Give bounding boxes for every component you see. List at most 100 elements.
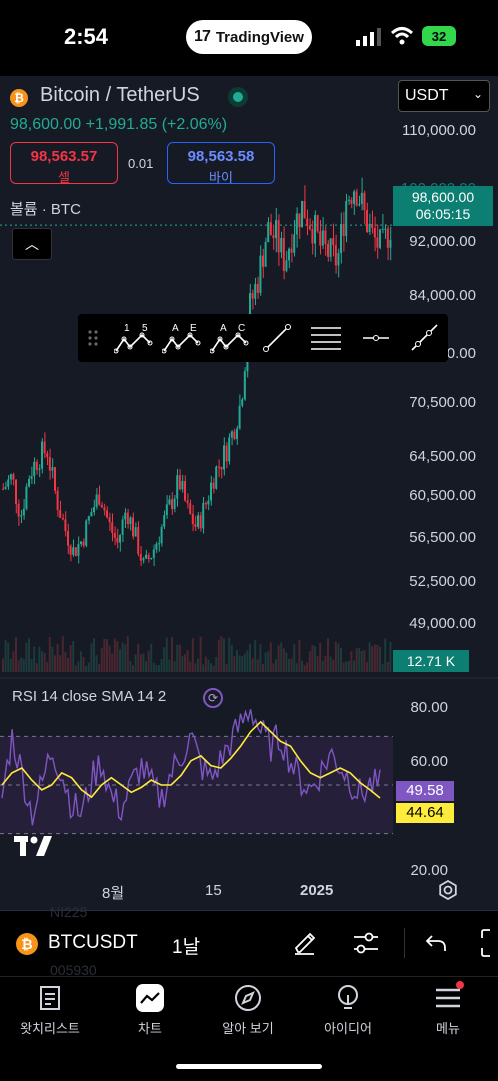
time-tick: 15 (205, 882, 222, 899)
volume-bar (259, 644, 262, 672)
settings-icon[interactable] (438, 880, 458, 900)
candle-body (132, 517, 134, 537)
sell-label: 셀 (58, 170, 70, 185)
tool-label: A (220, 323, 227, 334)
volume-bar (295, 663, 298, 672)
chart-svg[interactable] (0, 76, 498, 910)
volume-bar (77, 661, 80, 672)
volume-bar (163, 647, 166, 672)
undo-icon[interactable] (424, 932, 448, 954)
collapse-legend-button[interactable]: ︿ (12, 228, 52, 260)
elliott-impulse-tool[interactable]: 1 5 (112, 314, 156, 362)
volume-bar (176, 644, 179, 672)
candle-body (178, 475, 181, 490)
volume-bar (368, 642, 371, 672)
elliott-correction-icon: A E (162, 323, 201, 354)
candle-body (314, 215, 316, 244)
candle-body (303, 200, 306, 219)
candle-body (238, 405, 241, 429)
interval-selector[interactable]: 1날 (172, 937, 201, 958)
horizontal-line-icon (363, 335, 389, 341)
drag-handle-icon[interactable] (82, 314, 104, 362)
fib-retracement-icon (311, 327, 341, 350)
sell-button[interactable]: 98,563.57 셀 (10, 142, 118, 185)
candle-body (191, 513, 194, 524)
buy-button[interactable]: 98,563.58 바이 (167, 142, 275, 185)
volume-bar (379, 646, 381, 672)
candle-body (2, 488, 4, 490)
candle-body (199, 515, 202, 529)
volume-bar (371, 646, 374, 672)
candle-body (366, 210, 368, 232)
pair-title[interactable]: Bitcoin / TetherUS (40, 84, 200, 106)
candle-body (87, 516, 90, 521)
volume-bar (95, 655, 98, 672)
drawing-toolbar[interactable]: 1 5 A E A C (78, 314, 448, 362)
tab-watchlist[interactable]: 왓치리스트 (0, 982, 100, 1037)
candle-body (207, 500, 210, 505)
volume-bar (194, 663, 197, 672)
volume-legend: 볼륨 · BTC (10, 201, 81, 218)
app-pill[interactable]: 17 TradingView (186, 20, 312, 54)
candle-body (306, 218, 309, 226)
volume-bar (35, 663, 38, 672)
candle-body (334, 245, 337, 266)
volume-bar (301, 660, 303, 672)
signal-icon (356, 28, 381, 46)
tab-chart[interactable]: 차트 (100, 982, 200, 1037)
candle-body (288, 248, 290, 261)
candle-body (100, 504, 103, 508)
indicators-icon[interactable] (352, 930, 380, 956)
volume-bar (119, 649, 121, 672)
tab-ideas[interactable]: 아이디어 (298, 982, 398, 1037)
volume-bar (345, 661, 348, 672)
brush-icon[interactable] (292, 928, 320, 956)
bitcoin-icon: ₿ (10, 89, 28, 107)
volume-bar (121, 642, 124, 672)
volume-bar (69, 645, 72, 672)
tab-explore[interactable]: 알아 보기 (198, 982, 298, 1037)
volume-bar (272, 663, 275, 672)
candle-body (121, 519, 124, 535)
volume-bar (267, 651, 270, 672)
volume-bar (288, 658, 290, 672)
price-tick: 49,000.00 (409, 615, 476, 632)
fib-retracement-tool[interactable] (304, 314, 348, 362)
ray-tool[interactable] (404, 314, 444, 362)
candle-body (254, 283, 257, 299)
candle-body (171, 499, 173, 510)
candle-body (85, 520, 88, 546)
volume-bar (233, 656, 236, 672)
candle-body (321, 230, 324, 246)
fullscreen-icon[interactable] (480, 928, 498, 958)
refresh-icon[interactable]: ⟳ (203, 688, 223, 708)
candle-body (186, 500, 189, 504)
volume-bar (93, 638, 95, 672)
volume-bar (12, 651, 15, 672)
candle-body (230, 431, 233, 438)
volume-bar (197, 658, 199, 672)
rsi-legend[interactable]: RSI 14 close SMA 14 2 (12, 688, 167, 705)
volume-bar (282, 648, 285, 672)
symbol-selector[interactable]: BTCUSDT (48, 932, 138, 953)
elliott-triangle-tool[interactable]: A C (208, 314, 252, 362)
candle-body (119, 534, 121, 543)
ray-icon (411, 324, 438, 351)
clock: 2:54 (64, 24, 109, 49)
currency-select[interactable]: USDT ⌄ (398, 80, 490, 112)
elliott-correction-tool[interactable]: A E (160, 314, 204, 362)
candle-body (38, 468, 41, 470)
volume-bar (25, 642, 28, 672)
candle-body (54, 467, 56, 491)
tab-menu[interactable]: 메뉴 (398, 981, 498, 1037)
candle-body (147, 554, 150, 560)
volume-bar (184, 654, 186, 672)
volume-bar (124, 644, 127, 672)
trend-line-tool[interactable] (258, 314, 296, 362)
volume-bar (181, 655, 184, 672)
chart-icon (136, 984, 164, 1012)
volume-bar (82, 657, 85, 672)
horizontal-line-tool[interactable] (356, 314, 396, 362)
volume-bar (275, 659, 277, 672)
volume-bar (134, 654, 137, 672)
